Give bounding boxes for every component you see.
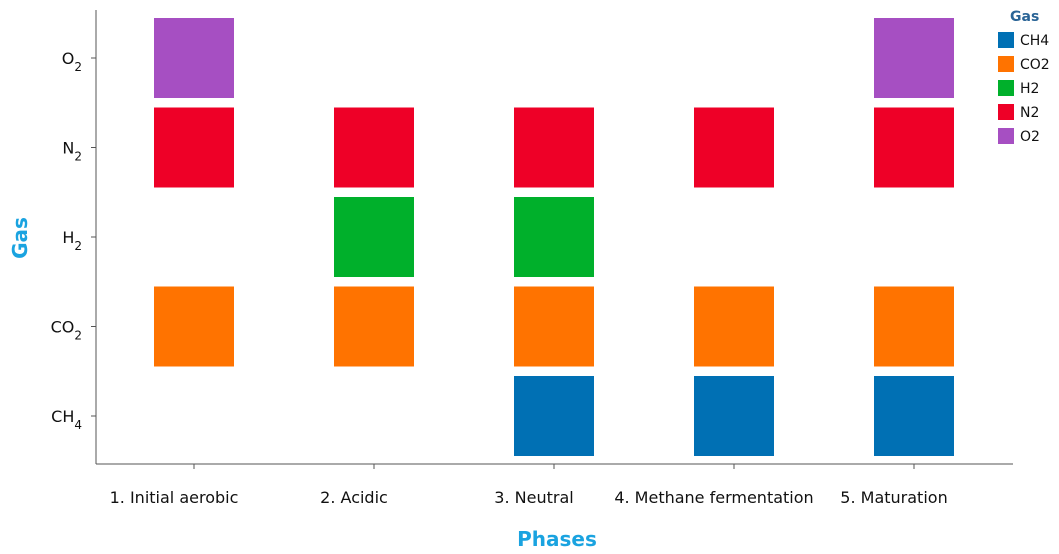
legend-swatch-h2 (998, 80, 1014, 96)
legend-label-o2: O2 (1020, 129, 1040, 145)
x-tick-label: 3. Neutral (494, 488, 573, 507)
cell-n2 (154, 107, 234, 188)
y-tick-label-n2: N2 (62, 139, 82, 164)
cell-co2 (694, 286, 774, 367)
cell-o2 (154, 18, 234, 98)
cell-n2 (874, 107, 954, 188)
legend-label-co2: CO2 (1020, 57, 1050, 73)
cell-n2 (514, 107, 594, 188)
legend-swatch-n2 (998, 104, 1014, 120)
x-tick-label: 4. Methane fermentation (614, 488, 813, 507)
x-tick-label: 5. Maturation (840, 488, 947, 507)
cell-h2 (514, 197, 594, 277)
x-tick-labels: 1. Initial aerobic 2. Acidic 3. Neutral 4. … (110, 464, 948, 507)
legend-title: Gas (1010, 9, 1039, 25)
x-tick-label: 2. Acidic (320, 488, 388, 507)
y-axis-title: Gas (8, 217, 32, 259)
legend-label-h2: H2 (1020, 81, 1039, 97)
cell-o2 (874, 18, 954, 98)
cell-ch4 (694, 376, 774, 456)
x-tick-label: 1. Initial aerobic (110, 488, 239, 507)
legend-swatch-o2 (998, 128, 1014, 144)
legend-label-n2: N2 (1020, 105, 1039, 121)
cell-ch4 (514, 376, 594, 456)
y-tick-labels: O2 N2 H2 CO2 CH4 (51, 49, 96, 432)
y-tick-label-o2: O2 (62, 49, 82, 74)
cell-h2 (334, 197, 414, 277)
cell-co2 (514, 286, 594, 367)
y-tick-label-ch4: CH4 (51, 407, 82, 432)
legend-label-ch4: CH4 (1020, 33, 1049, 49)
y-tick-label-h2: H2 (62, 228, 82, 253)
cell-co2 (874, 286, 954, 367)
y-tick-label-co2: CO2 (51, 318, 82, 343)
legend-swatch-co2 (998, 56, 1014, 72)
cell-co2 (154, 286, 234, 367)
legend-swatch-ch4 (998, 32, 1014, 48)
legend: Gas CH4 CO2 H2 N2 O2 (998, 9, 1050, 145)
cell-ch4 (874, 376, 954, 456)
x-axis-title: Phases (517, 527, 597, 551)
cells (154, 18, 954, 456)
cell-n2 (334, 107, 414, 188)
cell-n2 (694, 107, 774, 188)
cell-co2 (334, 286, 414, 367)
